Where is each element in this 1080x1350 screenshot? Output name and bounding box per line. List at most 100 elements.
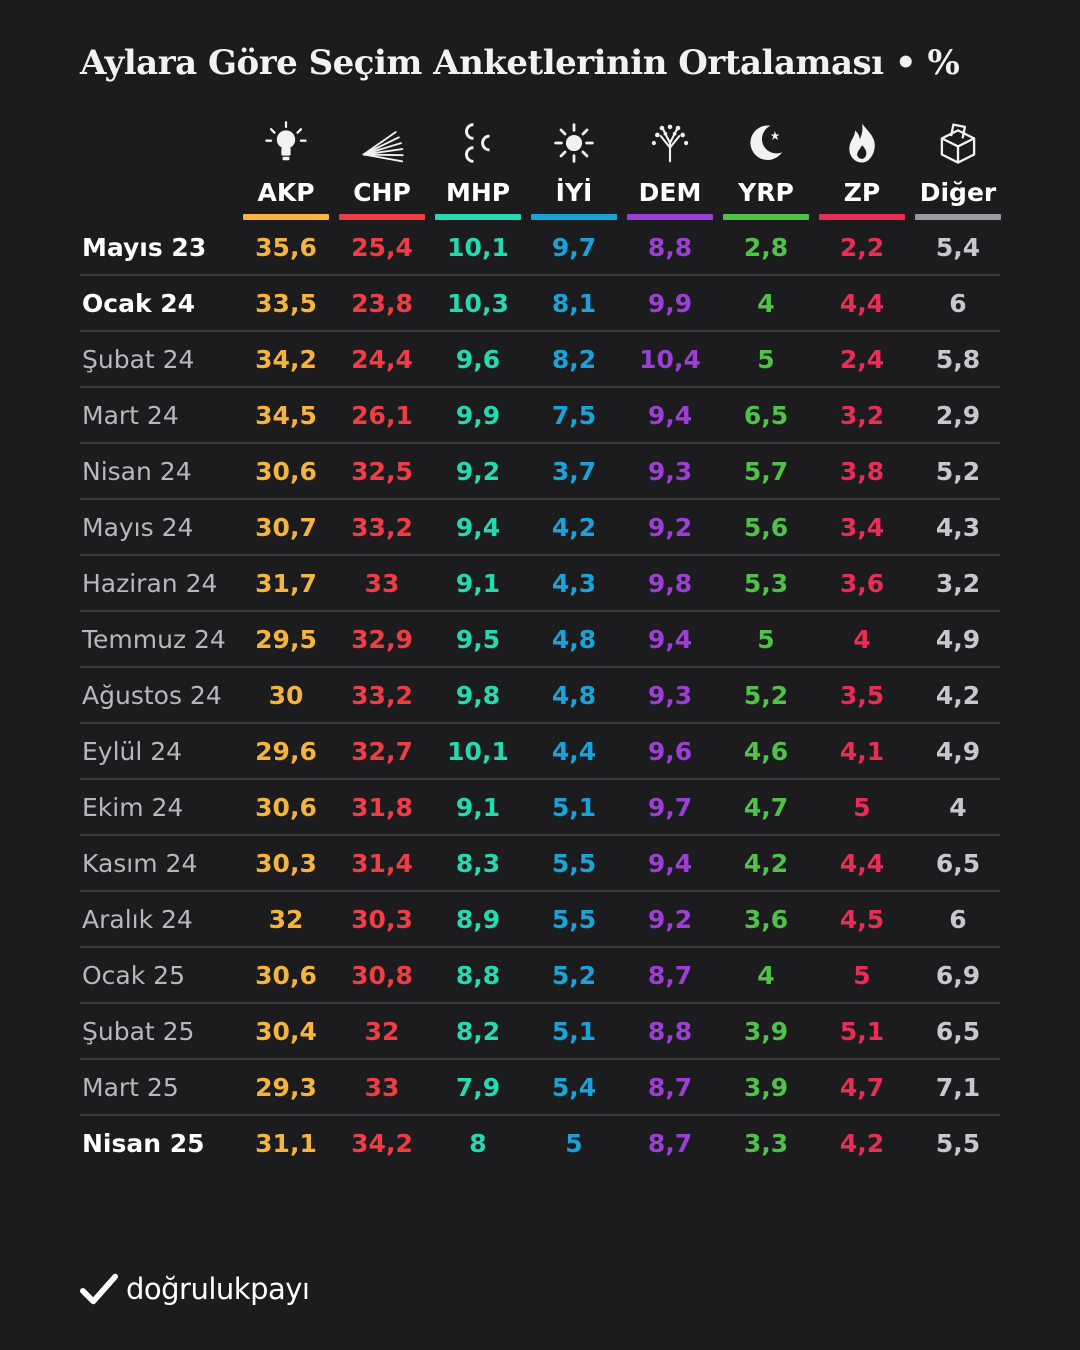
row-divider xyxy=(80,1114,1000,1116)
row-label: Ocak 25 xyxy=(82,961,185,990)
value-cell-yrp: 5,6 xyxy=(743,513,789,542)
row-label: Haziran 24 xyxy=(82,569,218,598)
value-cell-zp: 4,1 xyxy=(839,737,885,766)
row-label: Aralık 24 xyxy=(82,905,193,934)
value-cell-diğer: 3,2 xyxy=(935,569,981,598)
value-cell-akp: 30,6 xyxy=(255,793,317,822)
row-divider xyxy=(80,554,1000,556)
row-label: Ağustos 24 xyxy=(82,681,222,710)
row-label: Ekim 24 xyxy=(82,793,184,822)
value-cell-zp: 4,4 xyxy=(839,849,885,878)
column-header-label: Diğer xyxy=(919,178,997,207)
value-cell-akp: 33,5 xyxy=(255,289,317,318)
value-cell-diğer: 5,2 xyxy=(935,457,981,486)
value-cell-mhp: 9,9 xyxy=(455,401,501,430)
value-cell-yrp: 3,3 xyxy=(743,1129,789,1158)
table-row: Mart 24 34,5 26,1 9,9 7,5 9,4 6,5 3,2 2,9 xyxy=(80,388,1000,444)
table-row: Mayıs 23 35,6 25,4 10,1 9,7 8,8 2,8 2,2 5,4 xyxy=(80,220,1000,276)
value-cell-dem: 9,3 xyxy=(647,681,693,710)
column-header-label: MHP xyxy=(445,178,511,207)
chart-title: Aylara Göre Seçim Anketlerinin Ortalamas… xyxy=(80,43,960,83)
column-header-label: AKP xyxy=(257,178,315,207)
column-color-bar xyxy=(723,214,809,220)
value-cell-zp: 4,5 xyxy=(839,905,885,934)
checkmark-logo-icon xyxy=(80,1273,118,1305)
value-cell-i̇yi̇: 5 xyxy=(565,1129,583,1158)
tree-icon xyxy=(651,124,689,163)
value-cell-diğer: 4,9 xyxy=(935,625,981,654)
row-label: Nisan 24 xyxy=(82,457,192,486)
row-divider xyxy=(80,610,1000,612)
row-divider xyxy=(80,722,1000,724)
column-header-mhp: MHP xyxy=(435,118,521,220)
row-label: Nisan 25 xyxy=(82,1129,205,1158)
value-cell-zp: 3,4 xyxy=(839,513,885,542)
value-cell-i̇yi̇: 5,1 xyxy=(551,1017,597,1046)
value-cell-yrp: 5,3 xyxy=(743,569,789,598)
crescent-star-icon xyxy=(750,125,783,160)
column-header-diğer: Diğer xyxy=(915,118,1001,220)
value-cell-dem: 9,4 xyxy=(647,401,693,430)
value-cell-yrp: 4,6 xyxy=(743,737,789,766)
column-header-zp: ZP xyxy=(819,118,905,220)
six-arrows-icon xyxy=(362,131,404,163)
value-cell-zp: 5 xyxy=(853,793,871,822)
value-cell-yrp: 5,2 xyxy=(743,681,789,710)
value-cell-zp: 3,8 xyxy=(839,457,885,486)
column-header-label: CHP xyxy=(353,178,411,207)
value-cell-chp: 31,8 xyxy=(351,793,413,822)
value-cell-mhp: 10,3 xyxy=(447,289,509,318)
row-divider xyxy=(80,778,1000,780)
flame-icon xyxy=(849,123,875,163)
table-row: Eylül 24 29,6 32,7 10,1 4,4 9,6 4,6 4,1 4,9 xyxy=(80,724,1000,780)
column-color-bar xyxy=(339,214,425,220)
value-cell-diğer: 5,8 xyxy=(935,345,981,374)
value-cell-akp: 30,4 xyxy=(255,1017,317,1046)
value-cell-akp: 30,3 xyxy=(255,849,317,878)
value-cell-diğer: 6,5 xyxy=(935,1017,981,1046)
table-row: Kasım 24 30,3 31,4 8,3 5,5 9,4 4,2 4,4 6,5 xyxy=(80,836,1000,892)
value-cell-i̇yi̇: 5,2 xyxy=(551,961,597,990)
table-row: Aralık 24 32 30,3 8,9 5,5 9,2 3,6 4,5 6 xyxy=(80,892,1000,948)
value-cell-chp: 24,4 xyxy=(351,345,413,374)
column-color-bar xyxy=(435,214,521,220)
value-cell-dem: 9,4 xyxy=(647,849,693,878)
value-cell-dem: 10,4 xyxy=(639,345,701,374)
table-row: Nisan 25 31,1 34,2 8 5 8,7 3,3 4,2 5,5 xyxy=(80,1116,1000,1172)
value-cell-chp: 31,4 xyxy=(351,849,413,878)
value-cell-akp: 30,6 xyxy=(255,961,317,990)
value-cell-yrp: 5,7 xyxy=(743,457,789,486)
value-cell-mhp: 10,1 xyxy=(447,737,509,766)
value-cell-dem: 8,7 xyxy=(647,961,693,990)
value-cell-mhp: 9,1 xyxy=(455,793,501,822)
table-row: Haziran 24 31,7 33 9,1 4,3 9,8 5,3 3,6 3,2 xyxy=(80,556,1000,612)
row-label: Kasım 24 xyxy=(82,849,198,878)
column-header-dem: DEM xyxy=(627,118,713,220)
row-divider xyxy=(80,1058,1000,1060)
value-cell-mhp: 7,9 xyxy=(455,1073,501,1102)
value-cell-yrp: 3,9 xyxy=(743,1073,789,1102)
value-cell-i̇yi̇: 4,4 xyxy=(551,737,597,766)
value-cell-i̇yi̇: 8,1 xyxy=(551,289,597,318)
row-label: Mart 25 xyxy=(82,1073,179,1102)
column-header-yrp: YRP xyxy=(723,118,809,220)
value-cell-dem: 9,2 xyxy=(647,513,693,542)
value-cell-zp: 4,4 xyxy=(839,289,885,318)
row-divider xyxy=(80,330,1000,332)
value-cell-yrp: 3,9 xyxy=(743,1017,789,1046)
value-cell-chp: 32,5 xyxy=(351,457,413,486)
value-cell-yrp: 2,8 xyxy=(743,233,789,262)
value-cell-akp: 31,1 xyxy=(255,1129,317,1158)
three-crescents-icon xyxy=(465,123,490,163)
value-cell-akp: 34,2 xyxy=(255,345,317,374)
value-cell-diğer: 4,3 xyxy=(935,513,981,542)
value-cell-i̇yi̇: 5,5 xyxy=(551,905,597,934)
value-cell-akp: 30,7 xyxy=(255,513,317,542)
value-cell-diğer: 6,5 xyxy=(935,849,981,878)
row-label: Ocak 24 xyxy=(82,289,196,318)
value-cell-diğer: 2,9 xyxy=(935,401,981,430)
value-cell-chp: 33 xyxy=(364,569,400,598)
table-row: Ekim 24 30,6 31,8 9,1 5,1 9,7 4,7 5 4 xyxy=(80,780,1000,836)
value-cell-mhp: 8 xyxy=(469,1129,487,1158)
row-divider xyxy=(80,386,1000,388)
